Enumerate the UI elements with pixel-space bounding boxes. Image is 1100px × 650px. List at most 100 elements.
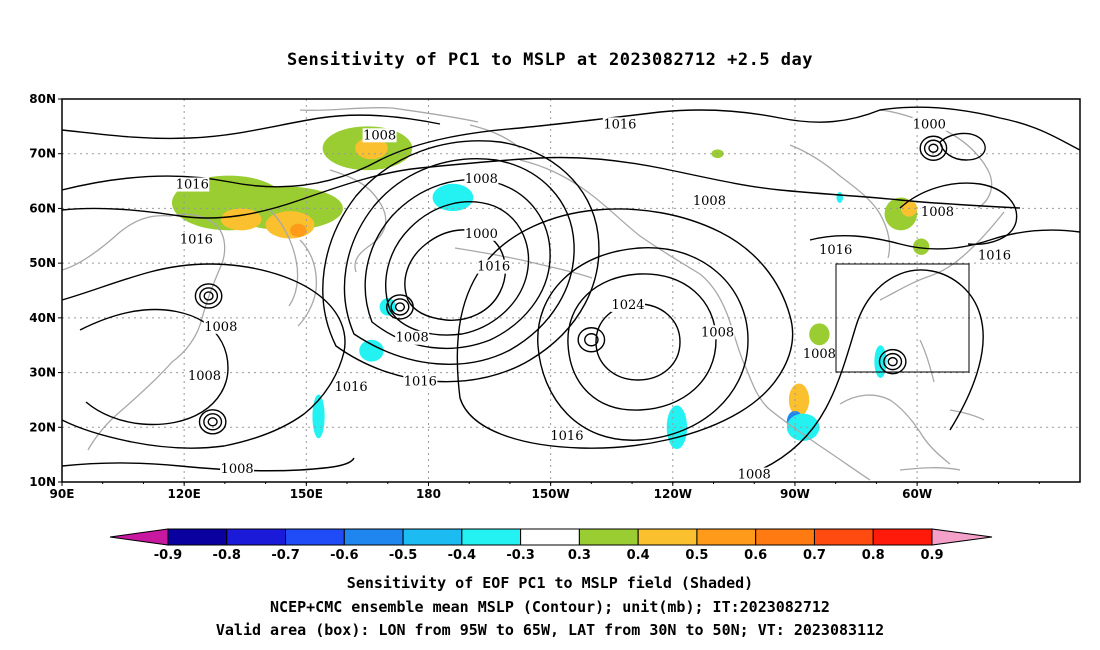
- contour-label-8: 1000: [465, 227, 498, 242]
- center-ring: [198, 409, 227, 435]
- coastline-greenland: [879, 109, 993, 209]
- colorbar-label: -0.9: [154, 548, 182, 563]
- contour-label-bg: [403, 374, 438, 389]
- lon-tick-label: 90W: [780, 487, 810, 501]
- mslp-center-high: [577, 327, 606, 353]
- shade-patch-3: [265, 211, 315, 239]
- lat-tick-label: 60N: [29, 201, 56, 215]
- colorbar-label: 0.4: [627, 548, 650, 563]
- mslp-center-low: [919, 135, 948, 161]
- valid-area-box: [835, 263, 970, 373]
- mslp-contour-1008-asia: [79, 308, 229, 426]
- contour-label-13: 1016: [404, 375, 437, 390]
- contour-label-bg: [549, 429, 584, 444]
- contour-label-3: 1008: [188, 369, 221, 384]
- figure-title: Sensitivity of PC1 to MSLP at 2023082712…: [286, 50, 813, 70]
- shade-patch-14: [786, 413, 820, 441]
- colorbar-swatch: [343, 528, 404, 546]
- contour-label-bg: [464, 226, 499, 241]
- center-ring: [887, 356, 898, 367]
- colorbar-swatch: [520, 528, 580, 546]
- contour-label-11: 1016: [603, 117, 636, 132]
- center-ring: [919, 135, 948, 161]
- contour-label-bg: [912, 117, 947, 132]
- shade-patch-9: [359, 339, 384, 362]
- contour-label-18: 1016: [819, 243, 852, 258]
- center-ring: [584, 333, 599, 347]
- contour-label-bg: [977, 248, 1012, 263]
- caption-line-3: Valid area (box): LON from 95W to 65W, L…: [215, 621, 885, 639]
- mslp-contour-1016-east: [809, 229, 1080, 250]
- mslp-contour-1016-pacific: [456, 208, 794, 449]
- colorbar-label: -0.8: [213, 548, 241, 563]
- colorbar-swatch: [167, 528, 228, 546]
- contour-label-5: 1016: [335, 380, 368, 395]
- coastline-korea-japan: [269, 209, 318, 327]
- colorbar-swatch: [637, 528, 698, 546]
- shade-patch-15: [809, 323, 830, 346]
- contour-labels: 1016 1016 1008 1008 1008 1016 1008 1008 1000 1008…: [175, 117, 1012, 483]
- mslp-contour-1016-north: [62, 106, 1080, 191]
- center-ring: [883, 352, 903, 371]
- contour-label-15: 1008: [701, 325, 734, 340]
- lon-tick-label: 120W: [654, 487, 692, 501]
- colorbar-swatch: [696, 528, 757, 546]
- colorbar-swatch: [285, 528, 345, 546]
- mslp-contour-high-ring-3: [537, 247, 749, 441]
- contour-label-17: 1008: [738, 468, 771, 483]
- contour-label-14: 1016: [550, 429, 583, 444]
- lat-tick-label: 30N: [29, 366, 56, 380]
- lon-tick-label: 150W: [531, 487, 569, 501]
- lat-tick-label: 40N: [29, 311, 56, 325]
- colorbar-label: -0.5: [389, 548, 417, 563]
- contour-label-bg: [362, 128, 397, 143]
- coastline-asia-east: [62, 213, 226, 451]
- mslp-centers: [194, 135, 948, 435]
- lon-tick-label: 120E: [168, 487, 201, 501]
- shade-patch-2: [220, 208, 262, 231]
- contour-label-bg: [187, 369, 222, 384]
- contour-label-bg: [220, 462, 255, 477]
- contour-label-bg: [476, 259, 511, 274]
- mslp-contour-1008-greenland: [899, 182, 1018, 245]
- center-ring: [928, 143, 939, 153]
- contour-label-1: 1016: [180, 232, 213, 247]
- caption-line-2: NCEP+CMC ensemble mean MSLP (Contour); u…: [270, 598, 830, 616]
- contour-label-bg: [179, 232, 214, 247]
- colorbar-swatch: [813, 528, 874, 546]
- contour-label-bg: [464, 172, 499, 187]
- contour-label-21: 1008: [921, 205, 954, 220]
- shade-patch-7: [432, 183, 474, 212]
- mslp-center-low: [386, 294, 414, 320]
- map-frame: [61, 98, 1081, 483]
- contour-label-bg: [334, 379, 369, 394]
- colorbar-low-end: [109, 528, 169, 546]
- center-ring: [203, 413, 223, 431]
- contour-label-bg: [395, 330, 430, 345]
- contour-label-16: 1008: [693, 194, 726, 209]
- colorbar-label: 0.8: [862, 548, 885, 563]
- contour-label-bg: [700, 325, 735, 340]
- center-ring: [207, 417, 218, 427]
- colorbar-swatch: [402, 528, 463, 546]
- contour-label-7: 1008: [465, 172, 498, 187]
- caption-line-1: Sensitivity of EOF PC1 to MSLP field (Sh…: [346, 574, 754, 592]
- contour-label-22: 1016: [978, 249, 1011, 264]
- mslp-contour-low-ring-4: [343, 158, 575, 365]
- coastline-north-america-west: [745, 367, 871, 481]
- colorbar: -0.9 -0.8 -0.7 -0.6 -0.5 -0.4 -0.3 0.3 0.4 0.5 0.6…: [109, 528, 993, 563]
- shade-patch-12: [788, 383, 810, 417]
- colorbar-swatch: [226, 528, 287, 546]
- mslp-center-low: [194, 283, 223, 309]
- contour-label-12: 1024: [611, 298, 644, 313]
- contour-label-bg: [203, 319, 238, 334]
- shade-patch-16: [874, 345, 887, 379]
- mslp-contour-1008-north: [62, 156, 1021, 219]
- mslp-contour-low-ring-5: [322, 140, 600, 383]
- colorbar-label: -0.7: [271, 548, 299, 563]
- mslp-contour-high-ring-2: [567, 273, 717, 411]
- lat-tick-label: 10N: [29, 475, 56, 489]
- contour-label-bg: [802, 347, 837, 362]
- colorbar-swatch: [461, 528, 522, 546]
